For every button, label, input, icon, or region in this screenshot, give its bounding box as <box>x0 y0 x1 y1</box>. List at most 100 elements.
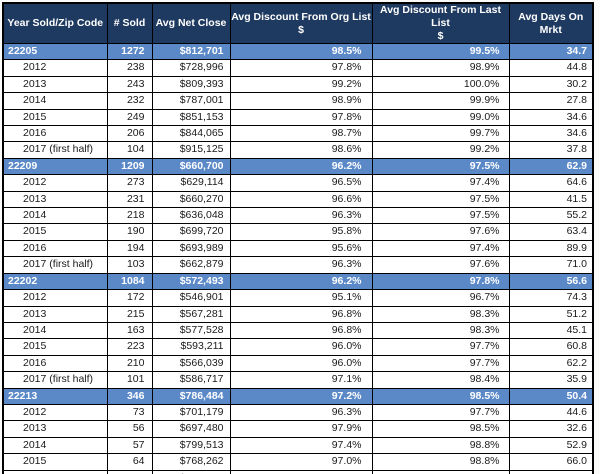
cell-sold: 206 <box>106 125 153 143</box>
cell-net-close: $577,528 <box>151 321 231 340</box>
cell-disc-last: 98.5% <box>371 420 510 438</box>
cell-days: 74.3 <box>508 289 594 307</box>
cell-sold: 273 <box>106 174 153 192</box>
cell-sold: 104 <box>106 141 153 159</box>
cell-net-close: $786,484 <box>151 387 231 405</box>
cell-year: 2014 <box>2 92 108 110</box>
cell-sold: 215 <box>106 305 153 323</box>
column-header-disc-last: Avg Discount From Last List $ <box>371 2 510 44</box>
column-header-days-mrkt: Avg Days On Mrkt <box>508 2 594 44</box>
cell-disc-org: 96.2% <box>229 272 373 291</box>
cell-sold: 346 <box>106 387 153 405</box>
cell-year: 2012 <box>2 289 108 307</box>
cell-disc-last: 97.7% <box>371 354 510 373</box>
cell-days: 62.2 <box>508 354 594 373</box>
cell-days: 89.9 <box>508 239 594 258</box>
cell-disc-org: 97.8% <box>229 108 373 127</box>
cell-year: 2015 <box>2 338 108 356</box>
cell-days: 66.0 <box>508 453 594 471</box>
cell-net-close: $697,480 <box>151 420 231 438</box>
year-row: 2016 194 $693,989 95.6% 97.4% 89.9 <box>2 239 594 258</box>
cell-sold: 73 <box>106 403 153 422</box>
year-row: 2012 238 $728,996 97.8% 98.9% 44.8 <box>2 59 594 77</box>
cell-days: 60.8 <box>508 338 594 356</box>
cell-net-close: $844,065 <box>151 125 231 143</box>
year-row: 2013 56 $697,480 97.9% 98.5% 32.6 <box>2 420 594 438</box>
cell-sold: 232 <box>106 92 153 110</box>
year-row: 2015 223 $593,211 96.0% 97.7% 60.8 <box>2 338 594 356</box>
cell-net-close: $660,700 <box>151 157 231 176</box>
cell-sold: 190 <box>106 223 153 241</box>
cell-sold: 210 <box>106 354 153 373</box>
cell-days: 41.5 <box>508 190 594 209</box>
cell-year: 2014 <box>2 321 108 340</box>
cell-year: 22213 <box>2 387 108 405</box>
cell-disc-last: 99.0% <box>371 108 510 127</box>
year-row: 2013 243 $809,393 99.2% 100.0% 30.2 <box>2 75 594 94</box>
cell-net-close: $809,393 <box>151 75 231 94</box>
year-row: 2016 206 $844,065 98.7% 99.7% 34.6 <box>2 125 594 143</box>
cell-disc-last: 96.7% <box>371 289 510 307</box>
cell-disc-org: 96.6% <box>229 190 373 209</box>
cell-year: 2013 <box>2 75 108 94</box>
year-row: 2014 232 $787,001 98.9% 99.9% 27.8 <box>2 92 594 110</box>
cell-disc-org: 97.8% <box>229 59 373 77</box>
cell-disc-last: 98.3% <box>371 321 510 340</box>
cell-disc-org: 96.3% <box>229 207 373 225</box>
cell-disc-org: 96.8% <box>229 305 373 323</box>
column-header-num-sold: # Sold <box>106 2 153 44</box>
cell-days: 32.6 <box>508 420 594 438</box>
cell-year: 2017 (first half) <box>2 371 108 389</box>
cell-disc-org: 98.6% <box>229 141 373 159</box>
year-row: 2013 215 $567,281 96.8% 98.3% 51.2 <box>2 305 594 323</box>
cell-disc-org: 97.4% <box>229 436 373 455</box>
cell-days: 56.6 <box>508 272 594 291</box>
cell-days: 35.9 <box>508 371 594 389</box>
cell-days: 34.6 <box>508 125 594 143</box>
cell-disc-org: 95.1% <box>229 289 373 307</box>
cell-disc-org: 98.5% <box>229 42 373 61</box>
cell-year: 2015 <box>2 223 108 241</box>
cell-sold: 243 <box>106 75 153 94</box>
cell-sold: 57 <box>106 436 153 455</box>
cell-sold: 1084 <box>106 272 153 291</box>
cell-days: 44.6 <box>508 403 594 422</box>
cell-year: 2015 <box>2 108 108 127</box>
zip-summary-row: 22213 346 $786,484 97.2% 98.5% 50.4 <box>2 387 594 405</box>
cell-year: 22209 <box>2 157 108 176</box>
year-row: 2017 (first half) 101 $586,717 97.1% 98.4% 35… <box>2 371 594 389</box>
cell-disc-org: 98.7% <box>229 125 373 143</box>
column-header-disc-org: Avg Discount From Org List $ <box>229 2 373 44</box>
cell-disc-last: 100.0% <box>371 75 510 94</box>
year-row: 2012 172 $546,901 95.1% 96.7% 74.3 <box>2 289 594 307</box>
cell-net-close: $799,513 <box>151 436 231 455</box>
cell-sold: 249 <box>106 108 153 127</box>
cell-days: 55.2 <box>508 207 594 225</box>
cell-year: 2016 <box>2 469 108 474</box>
cell-disc-last: 97.6% <box>371 256 510 274</box>
cell-net-close: $728,996 <box>151 59 231 77</box>
cell-disc-org: 97.2% <box>229 387 373 405</box>
zip-summary-row: 22205 1272 $812,701 98.5% 99.5% 34.7 <box>2 42 594 61</box>
cell-year: 2016 <box>2 239 108 258</box>
cell-net-close: $636,048 <box>151 207 231 225</box>
cell-disc-last: 97.5% <box>371 157 510 176</box>
column-header-net-close: Avg Net Close <box>151 2 231 44</box>
cell-days: 34.6 <box>508 108 594 127</box>
cell-days: 37.8 <box>508 141 594 159</box>
cell-sold: 172 <box>106 289 153 307</box>
cell-disc-last: 97.7% <box>371 403 510 422</box>
cell-disc-org: 96.5% <box>229 174 373 192</box>
cell-days: 62.9 <box>508 157 594 176</box>
cell-net-close: $546,901 <box>151 289 231 307</box>
cell-disc-last: 97.7% <box>371 338 510 356</box>
cell-net-close: $593,211 <box>151 338 231 356</box>
cell-disc-last: 97.4% <box>371 239 510 258</box>
cell-year: 22205 <box>2 42 108 61</box>
cell-sold: 163 <box>106 321 153 340</box>
cell-disc-last: 97.5% <box>371 207 510 225</box>
cell-sold: 223 <box>106 338 153 356</box>
cell-disc-org: 98.9% <box>229 92 373 110</box>
year-row: 2015 249 $851,153 97.8% 99.0% 34.6 <box>2 108 594 127</box>
cell-year: 2012 <box>2 403 108 422</box>
